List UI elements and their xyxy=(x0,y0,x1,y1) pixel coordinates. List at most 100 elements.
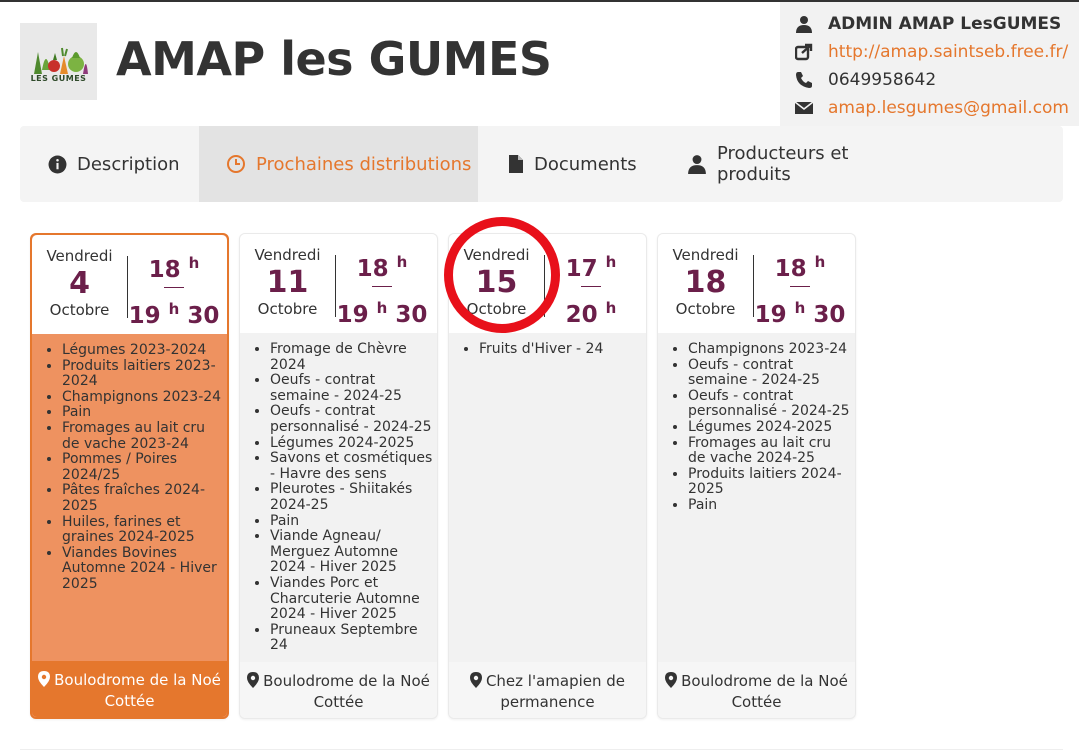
card-times: 18 h 19 h 30 xyxy=(128,249,220,330)
list-item: Savons et cosmétiques - Havre des sens xyxy=(270,450,434,482)
list-item: Viandes Porc et Charcuterie Automne 2024… xyxy=(270,575,434,623)
list-item: Pain xyxy=(688,497,852,514)
envelope-icon xyxy=(780,100,828,116)
date-time-separator xyxy=(127,256,128,318)
day-name: Vendredi xyxy=(672,246,739,264)
user-icon xyxy=(780,15,828,33)
location-text: Chez l'amapien de permanence xyxy=(485,672,626,711)
amap-logo[interactable]: LES GUMES xyxy=(20,23,97,100)
list-item: Champignons 2023-24 xyxy=(62,389,226,406)
list-item: Fromages au lait cru de vache 2024-25 xyxy=(688,435,852,467)
list-item: Fruits d'Hiver - 24 xyxy=(479,341,643,358)
contact-website-link[interactable]: http://amap.saintseb.free.fr/ xyxy=(828,42,1069,62)
month: Octobre xyxy=(675,300,736,318)
card-location: Boulodrome de la Noé Cottée xyxy=(32,661,227,717)
product-list: Fruits d'Hiver - 24 xyxy=(479,341,643,358)
map-marker-icon xyxy=(247,672,260,693)
contact-phone: 0649958642 xyxy=(828,70,937,90)
card-header: Vendredi 4 Octobre 18 h 19 h 30 xyxy=(32,235,227,334)
info-circle-icon xyxy=(48,155,67,174)
contact-email-link[interactable]: amap.lesgumes@gmail.com xyxy=(828,98,1069,118)
list-item: Pruneaux Septembre 24 xyxy=(270,622,434,654)
list-item: Fromage de Chèvre 2024 xyxy=(270,341,434,373)
list-item: Légumes 2024-2025 xyxy=(688,419,852,436)
tab-label: Description xyxy=(77,153,180,175)
contact-website-row: http://amap.saintseb.free.fr/ xyxy=(780,38,1079,66)
contact-email-row: amap.lesgumes@gmail.com xyxy=(780,94,1079,122)
location-text: Boulodrome de la Noé Cottée xyxy=(681,672,848,711)
list-item: Pommes / Poires 2024/25 xyxy=(62,451,226,483)
product-list: Légumes 2023-2024 Produits laitiers 2023… xyxy=(62,342,226,593)
logo-text: LES GUMES xyxy=(30,74,87,83)
list-item: Pain xyxy=(270,513,434,530)
clock-icon xyxy=(226,154,246,174)
day-number: 4 xyxy=(69,266,90,301)
list-item: Huiles, farines et graines 2024-2025 xyxy=(62,514,226,546)
tab-producteurs-et-produits[interactable]: Producteurs et produits xyxy=(660,126,920,202)
card-location: Boulodrome de la Noé Cottée xyxy=(658,662,855,718)
map-marker-icon xyxy=(665,672,678,693)
start-time: 17 h xyxy=(565,253,617,282)
start-time: 18 h xyxy=(148,254,200,283)
distribution-card[interactable]: Vendredi 4 Octobre 18 h 19 h 30 Légumes … xyxy=(30,233,229,719)
card-times: 17 h 20 h xyxy=(545,248,637,329)
end-time: 20 h xyxy=(565,299,617,328)
day-number: 11 xyxy=(266,265,309,300)
external-link-icon xyxy=(780,43,828,61)
card-location: Boulodrome de la Noé Cottée xyxy=(240,662,437,718)
list-item: Oeufs - contrat semaine - 2024-25 xyxy=(270,372,434,404)
tab-documents[interactable]: Documents xyxy=(478,126,660,202)
tab-label: Producteurs et produits xyxy=(717,143,849,185)
month: Octobre xyxy=(257,300,318,318)
time-dash xyxy=(164,287,184,288)
card-date: Vendredi 11 Octobre xyxy=(240,246,335,318)
vegetables-logo-icon xyxy=(33,47,88,74)
end-time: 19 h 30 xyxy=(336,299,428,328)
tab-prochaines-distributions[interactable]: Prochaines distributions xyxy=(199,126,478,202)
time-dash xyxy=(372,286,392,287)
date-time-separator xyxy=(335,255,336,317)
highlight-circle xyxy=(444,217,560,333)
day-name: Vendredi xyxy=(254,246,321,264)
list-item: Pâtes fraîches 2024-2025 xyxy=(62,482,226,514)
map-marker-icon xyxy=(38,671,51,692)
tab-label: Prochaines distributions xyxy=(256,153,472,175)
contact-name-row: ADMIN AMAP LesGUMES xyxy=(780,10,1079,38)
list-item: Viandes Bovines Automne 2024 - Hiver 202… xyxy=(62,545,226,593)
time-dash xyxy=(790,286,810,287)
content-area xyxy=(20,202,1063,750)
list-item: Pleurotes - Shiitakés 2024-25 xyxy=(270,481,434,513)
card-header: Vendredi 18 Octobre 18 h 19 h 30 xyxy=(658,234,855,333)
list-item: Pain xyxy=(62,405,226,421)
distribution-card[interactable]: Vendredi 11 Octobre 18 h 19 h 30 Fromage… xyxy=(239,233,438,719)
list-item: Viande Agneau/ Merguez Automne 2024 - Hi… xyxy=(270,528,434,576)
list-item: Produits laitiers 2023-2024 xyxy=(62,358,226,390)
time-dash xyxy=(581,286,601,287)
date-time-separator xyxy=(753,255,754,317)
page-title: AMAP les GUMES xyxy=(116,32,552,86)
end-time: 19 h 30 xyxy=(754,299,846,328)
contact-phone-row: 0649958642 xyxy=(780,66,1079,94)
start-time: 18 h xyxy=(774,253,826,282)
location-text: Boulodrome de la Noé Cottée xyxy=(54,671,221,710)
distribution-card[interactable]: Vendredi 18 Octobre 18 h 19 h 30 Champig… xyxy=(657,233,856,719)
list-item: Oeufs - contrat semaine - 2024-25 xyxy=(688,357,852,389)
contact-name: ADMIN AMAP LesGUMES xyxy=(828,14,1062,34)
card-date: Vendredi 18 Octobre xyxy=(658,246,753,318)
list-item: Fromages au lait cru de vache 2023-24 xyxy=(62,420,226,452)
top-border-line xyxy=(0,0,1079,2)
list-item: Produits laitiers 2024-2025 xyxy=(688,466,852,498)
tab-label: Documents xyxy=(534,153,637,175)
user-icon xyxy=(687,154,707,174)
tab-description[interactable]: Description xyxy=(20,126,199,202)
end-time: 19 h 30 xyxy=(128,300,220,329)
list-item: Légumes 2024-2025 xyxy=(270,435,434,452)
start-time: 18 h xyxy=(356,253,408,282)
map-marker-icon xyxy=(469,672,482,693)
list-item: Champignons 2023-24 xyxy=(688,341,852,358)
card-times: 18 h 19 h 30 xyxy=(336,248,428,329)
card-location: Chez l'amapien de permanence xyxy=(449,662,646,718)
tab-bar: Description Prochaines distributions Doc… xyxy=(20,126,1063,202)
product-list: Fromage de Chèvre 2024 Oeufs - contrat s… xyxy=(270,341,434,654)
month: Octobre xyxy=(49,301,110,319)
